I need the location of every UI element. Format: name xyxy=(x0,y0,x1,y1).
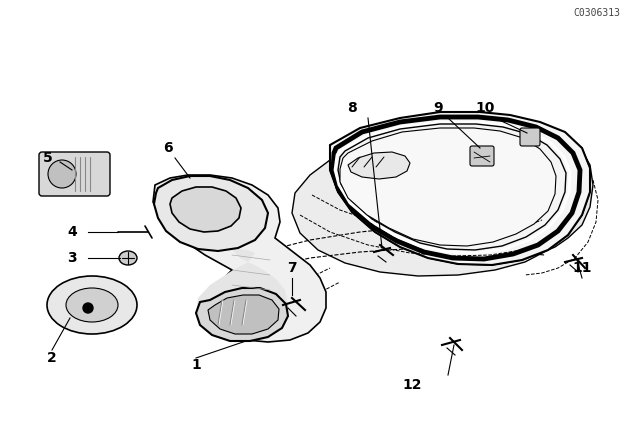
Polygon shape xyxy=(153,175,326,342)
Polygon shape xyxy=(154,176,268,251)
Circle shape xyxy=(48,160,76,188)
Polygon shape xyxy=(548,148,593,250)
Text: 8: 8 xyxy=(347,101,357,115)
Circle shape xyxy=(83,303,93,313)
Text: 4: 4 xyxy=(67,225,77,239)
Text: 12: 12 xyxy=(403,378,422,392)
Text: 5: 5 xyxy=(43,151,53,165)
Polygon shape xyxy=(170,187,241,232)
FancyBboxPatch shape xyxy=(470,146,494,166)
Text: 3: 3 xyxy=(67,251,77,265)
FancyBboxPatch shape xyxy=(39,152,110,196)
Polygon shape xyxy=(196,248,288,341)
Polygon shape xyxy=(292,160,548,276)
Text: 1: 1 xyxy=(191,358,201,372)
Text: 10: 10 xyxy=(476,101,495,115)
Ellipse shape xyxy=(47,276,137,334)
Text: 2: 2 xyxy=(47,351,57,365)
FancyBboxPatch shape xyxy=(520,128,540,146)
Text: 7: 7 xyxy=(287,261,297,275)
Polygon shape xyxy=(330,112,590,265)
Ellipse shape xyxy=(66,288,118,322)
Text: C0306313: C0306313 xyxy=(573,8,620,18)
Polygon shape xyxy=(208,295,279,334)
Text: 6: 6 xyxy=(163,141,173,155)
Text: 9: 9 xyxy=(433,101,443,115)
Ellipse shape xyxy=(119,251,137,265)
Polygon shape xyxy=(196,288,288,341)
Polygon shape xyxy=(348,152,410,179)
Text: 11: 11 xyxy=(572,261,592,275)
Polygon shape xyxy=(340,128,556,246)
